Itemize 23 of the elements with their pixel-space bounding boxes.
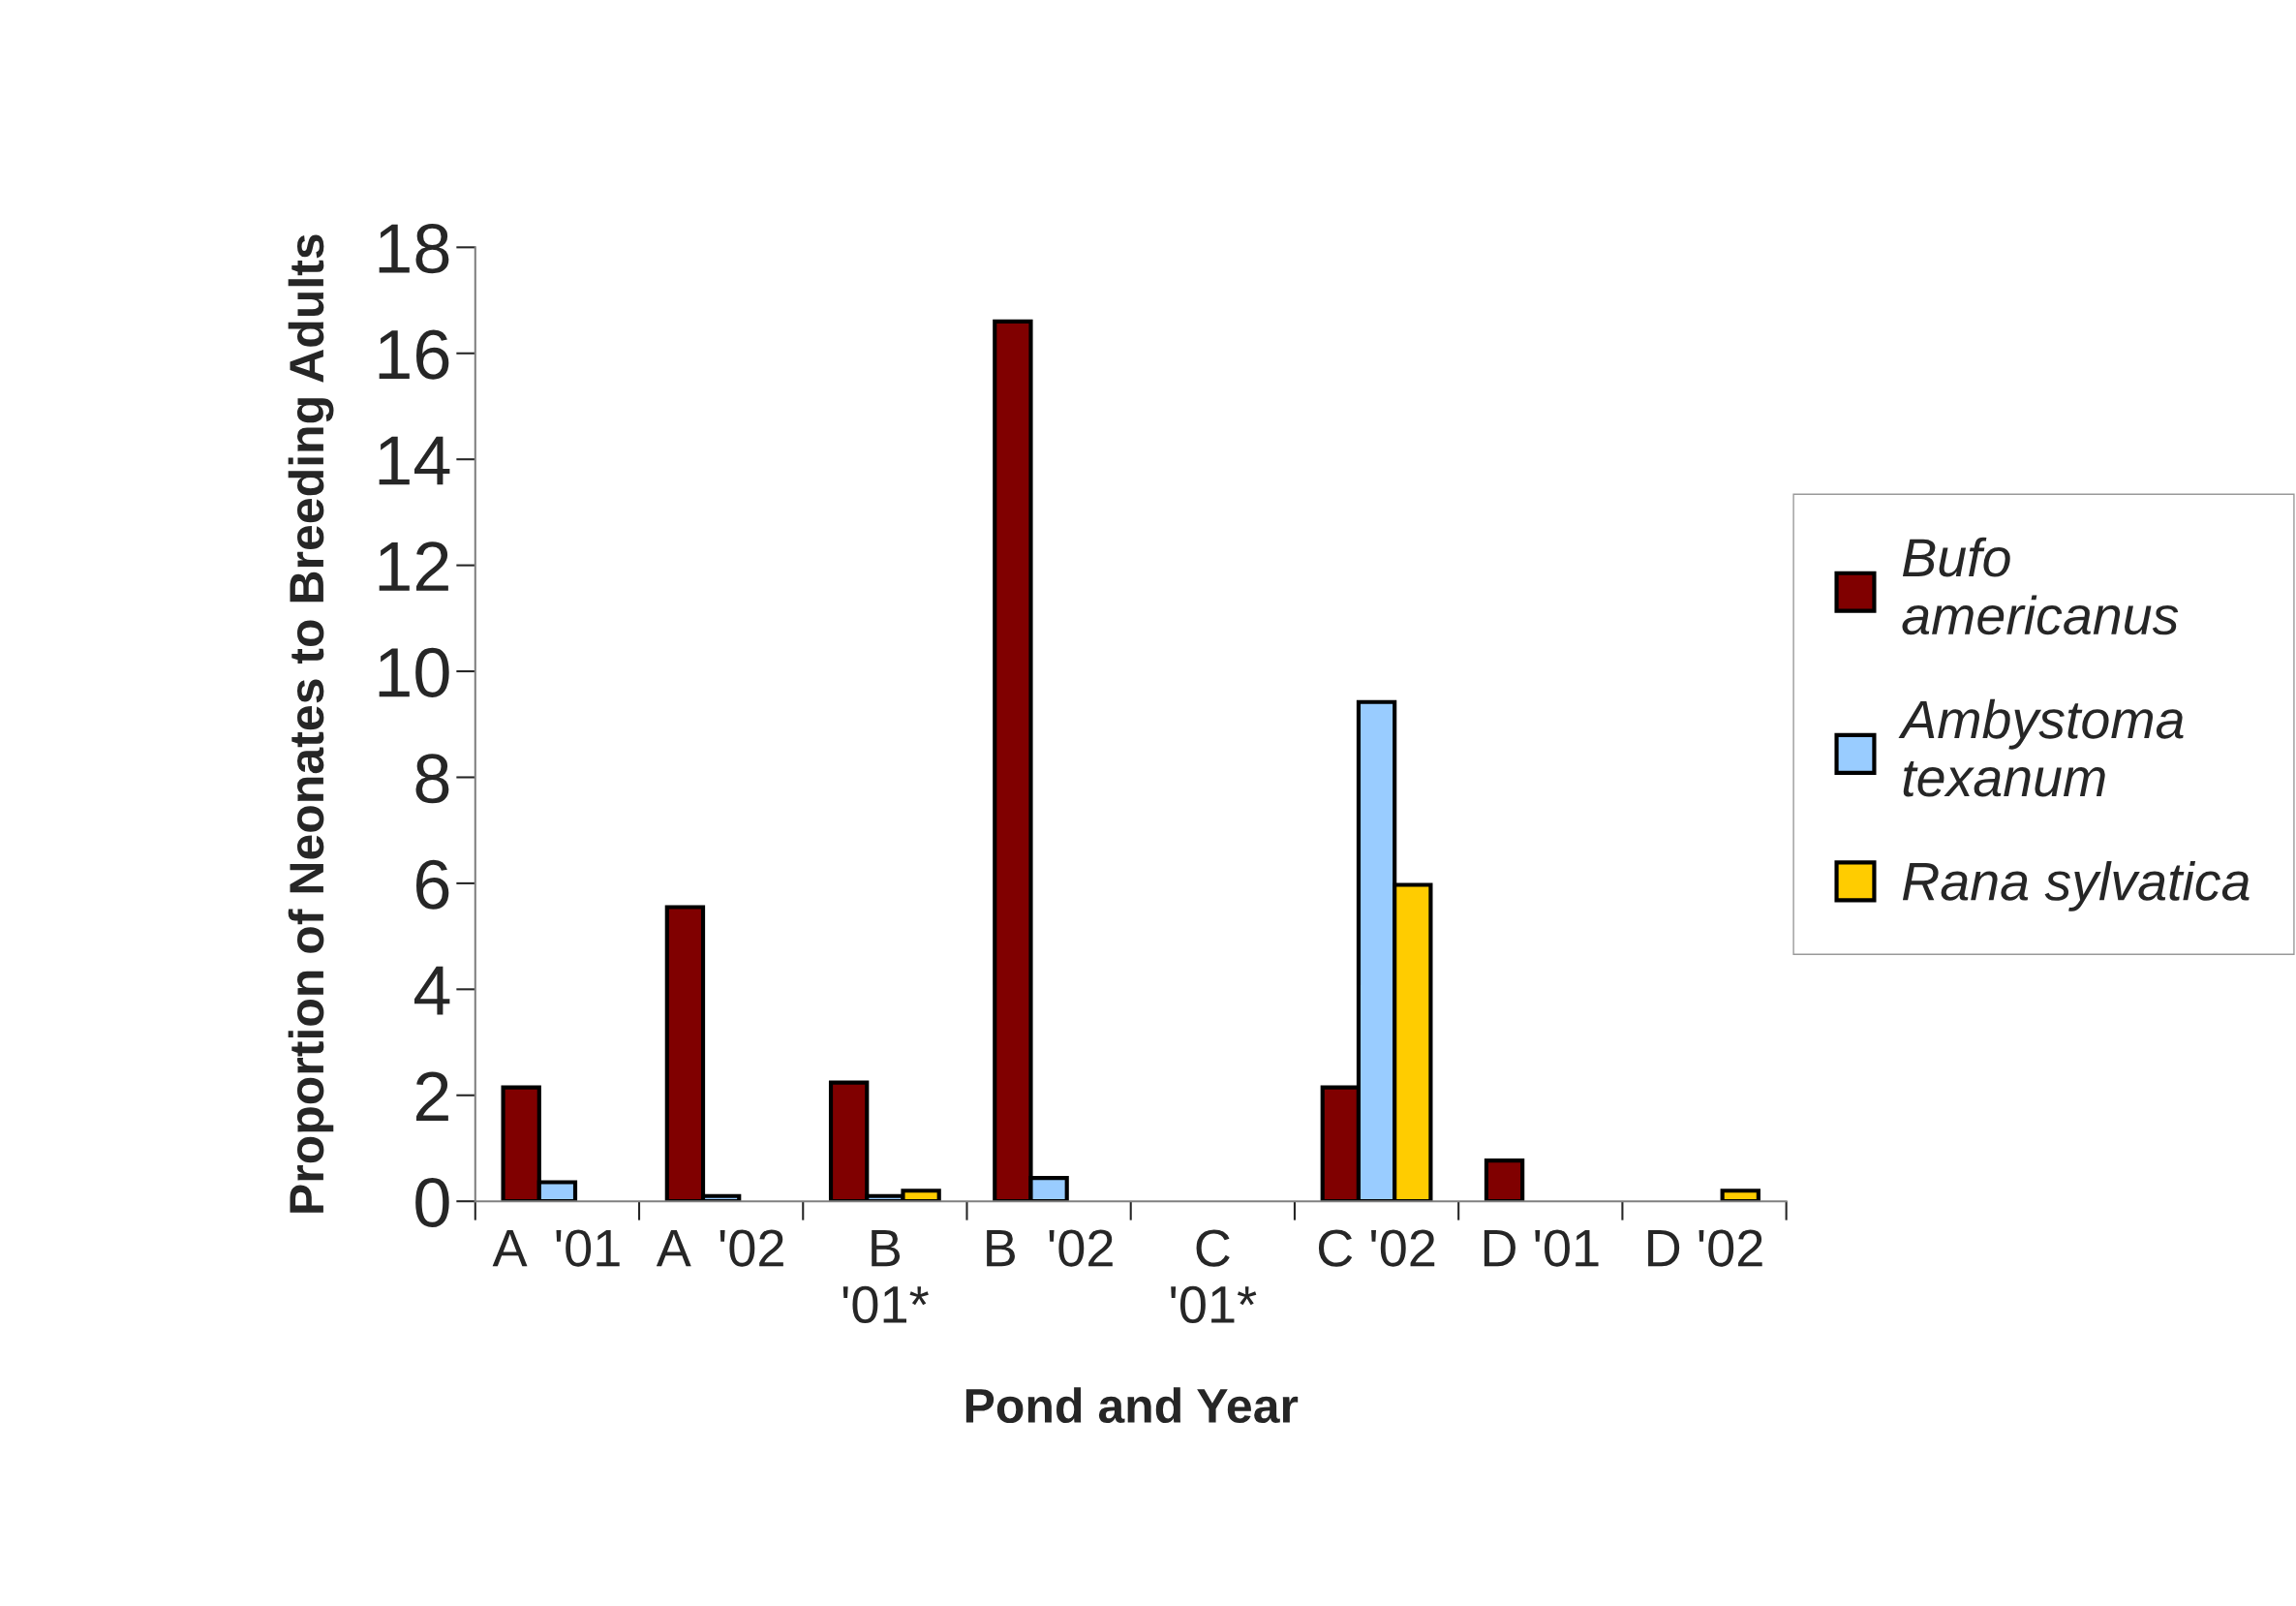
y-tick-label: 16 [379,329,449,380]
x-tick-label: C '01* [1171,1229,1257,1324]
y-tick-label: 12 [379,541,448,591]
legend-label: Rana sylvatica [1902,861,2250,911]
y-tick-label: 6 [416,859,449,910]
y-axis-title: Proportion of Neonates to Breeding Adults [288,234,334,1213]
y-tick-label: 4 [413,966,450,1015]
x-tick-label: C '02 [1318,1229,1435,1267]
y-tick-label: 0 [415,1177,449,1228]
x-tick-label: A '01 [492,1229,620,1267]
legend-label: Ambystoma texanum [1898,698,2184,797]
x-tick-label: B '01* [842,1229,929,1324]
y-tick-label: 18 [379,224,449,274]
y-tick-label: 8 [415,754,449,804]
x-tick-label: D '02 [1648,1229,1762,1267]
x-axis-title: Pond and Year [965,1387,1299,1424]
y-tick-label: 14 [379,436,450,485]
legend-label: Bufo americanus [1902,537,2179,635]
y-tick-label: 10 [379,647,449,697]
x-tick-label: D '01 [1484,1229,1599,1267]
x-tick-label: B '02 [987,1229,1113,1267]
y-tick-label: 2 [415,1071,448,1121]
x-tick-label: A '02 [656,1229,783,1267]
